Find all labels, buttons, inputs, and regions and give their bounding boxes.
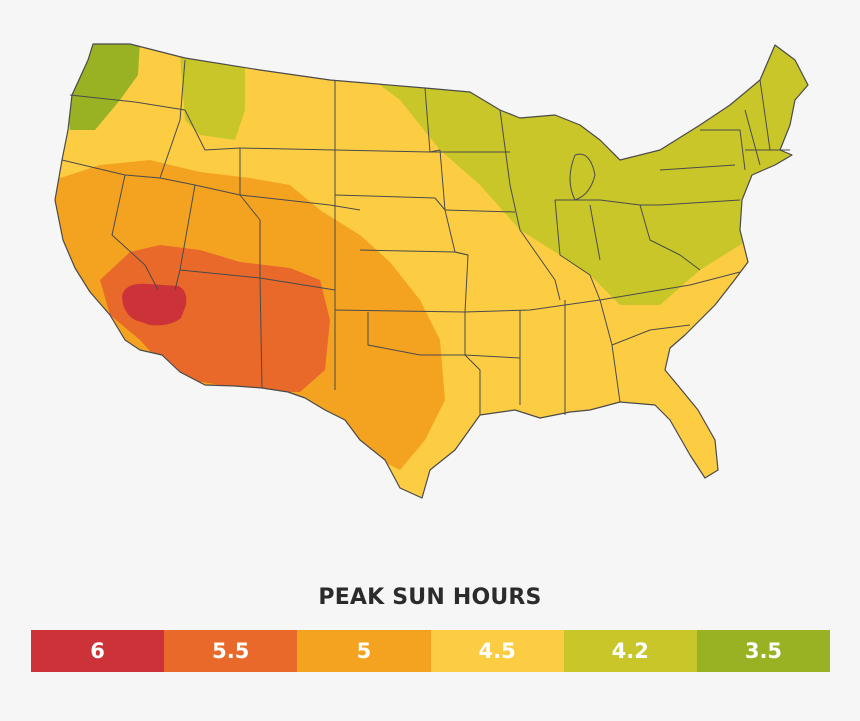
state-borders	[61, 59, 790, 415]
legend-label: 4.5	[478, 639, 516, 663]
us-solar-map	[54, 43, 809, 499]
zone-4.2-northwest	[180, 55, 245, 140]
legend-label: 3.5	[744, 639, 783, 663]
legend-swatch-1: 5.5	[164, 630, 298, 672]
legend-swatch-5: 3.5	[696, 630, 831, 672]
legend-swatch-2: 5	[297, 630, 431, 672]
legend-label: 4.2	[611, 639, 649, 663]
legend-label: 6	[90, 639, 105, 663]
zone-6	[122, 283, 187, 326]
legend-bar: 6 5.5 5 4.5 4.2 3.5	[31, 630, 831, 672]
legend-label: 5	[356, 639, 372, 663]
legend-title: PEAK SUN HOURS	[318, 585, 542, 610]
legend-swatch-4: 4.2	[563, 630, 697, 672]
legend-swatch-3: 4.5	[430, 630, 564, 672]
us-outline	[54, 43, 809, 499]
zone-layer	[55, 44, 808, 498]
legend-label: 5.5	[212, 639, 250, 663]
legend-swatch-0: 6	[31, 630, 165, 672]
